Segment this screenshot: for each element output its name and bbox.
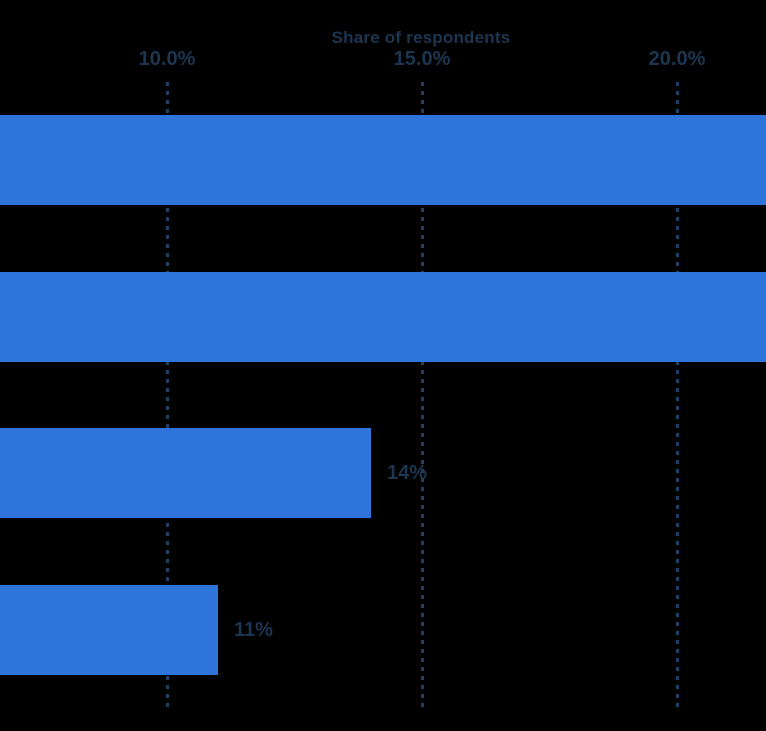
bar [0,271,766,362]
gridline [676,82,679,710]
bar [0,115,766,205]
x-tick-label: 15.0% [393,48,451,70]
gridline [166,82,169,710]
gridline [421,82,424,710]
x-tick-label: 10.0% [138,48,196,70]
bar [0,428,371,519]
bar [0,584,218,675]
chart-title: Share of respondents [331,28,511,47]
x-tick-label: 20.0% [648,48,706,70]
bar-value-label: 14% [387,462,428,485]
bar-value-label: 11% [234,618,273,641]
